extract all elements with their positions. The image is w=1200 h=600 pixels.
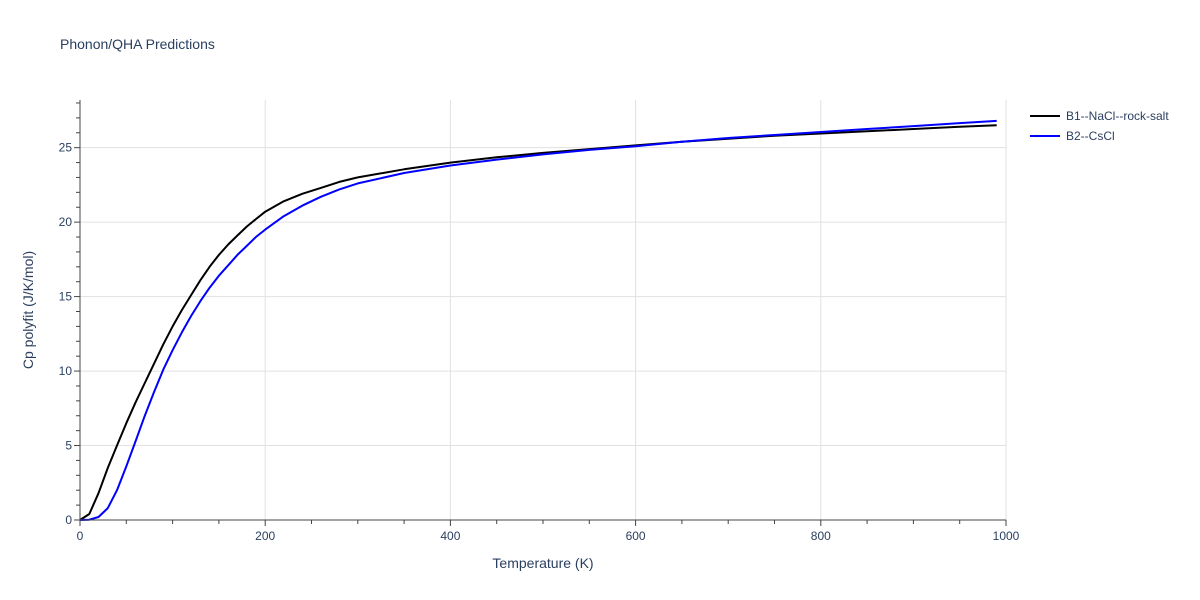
x-tick-label: 400: [440, 529, 460, 543]
series-line-2[interactable]: [79, 119, 997, 521]
x-axis-title: Temperature (K): [492, 555, 593, 571]
legend-swatch-b2: [1030, 135, 1060, 137]
grid-lines: [80, 100, 1007, 520]
y-tick-label: 25: [59, 141, 73, 155]
x-tick-label: 200: [255, 529, 275, 543]
legend: B1--NaCl--rock-salt B2--CsCl: [1030, 106, 1169, 146]
y-tick-label: 20: [59, 215, 73, 229]
x-tick-label: 600: [626, 529, 646, 543]
y-axis-title: Cp polyfit (J/K/mol): [20, 251, 36, 369]
y-tick-label: 10: [59, 364, 73, 378]
series-group: [79, 119, 997, 521]
legend-item-b1[interactable]: B1--NaCl--rock-salt: [1030, 106, 1169, 126]
y-tick-label: 5: [65, 439, 72, 453]
series-line-1[interactable]: [79, 124, 997, 521]
y-tick-label: 15: [59, 290, 73, 304]
x-tick-label: 0: [77, 529, 84, 543]
legend-item-b2[interactable]: B2--CsCl: [1030, 126, 1169, 146]
legend-label-b2: B2--CsCl: [1066, 129, 1115, 143]
y-tick-label: 0: [65, 513, 72, 527]
legend-label-b1: B1--NaCl--rock-salt: [1066, 109, 1169, 123]
axes-group: 0 200 400 600 800 1000 0 5 10 15 20 25: [59, 100, 1020, 543]
x-tick-label: 1000: [993, 529, 1020, 543]
chart-title: Phonon/QHA Predictions: [60, 36, 215, 52]
x-tick-label: 800: [811, 529, 831, 543]
legend-swatch-b1: [1030, 115, 1060, 117]
